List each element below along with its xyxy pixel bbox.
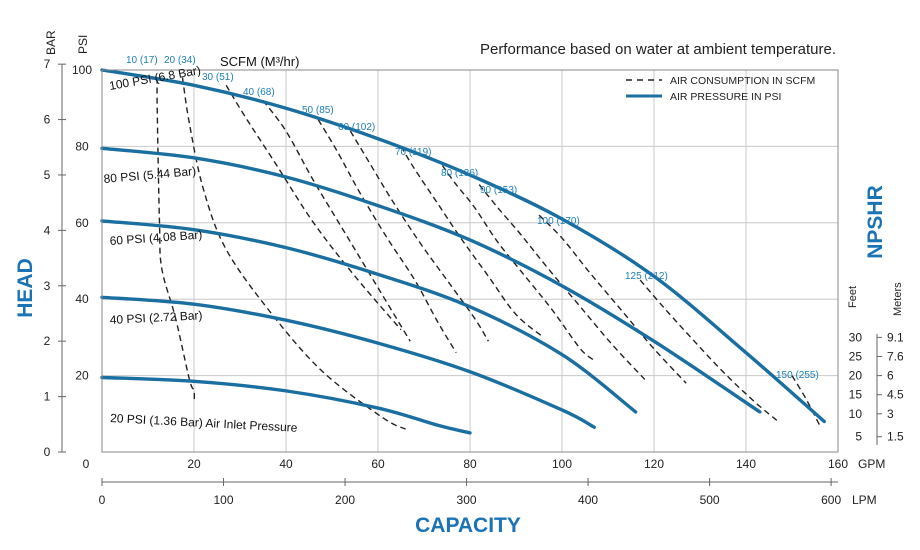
x-tick-gpm: 80 <box>463 457 477 471</box>
x-tick-lpm: 100 <box>214 493 234 507</box>
x-tick-gpm: 40 <box>279 457 293 471</box>
pressure-lines <box>100 68 826 435</box>
capacity-label: CAPACITY <box>415 514 521 537</box>
x-tick-gpm: 100 <box>552 457 572 471</box>
pressure-curve-label: 20 PSI (1.36 Bar) Air Inlet Pressure <box>110 411 298 435</box>
npshr-scale: 30 9.1 25 7.6 20 6 15 4.5 10 3 5 1.5 <box>849 330 904 443</box>
scfm-curve <box>441 165 595 361</box>
scfm-value-label: 20 (34) <box>164 55 196 66</box>
y-tick-psi: 60 <box>75 216 89 230</box>
scfm-value-label: 150 (255) <box>776 370 819 381</box>
pressure-curve-label: 60 PSI (4.08 Bar) <box>109 228 202 248</box>
npshr-feet-value: 30 <box>849 330 863 344</box>
y-units-psi: PSI <box>76 35 90 54</box>
grid <box>102 70 838 452</box>
npshr-meters-value: 6 <box>887 369 894 383</box>
y-tick-bar: 2 <box>44 334 51 348</box>
pressure-curve <box>100 375 472 435</box>
scfm-header: SCFM (M³/hr) <box>220 54 299 69</box>
head-label: HEAD <box>14 258 37 318</box>
scfm-value-label: 90 (153) <box>480 185 517 196</box>
scfm-curve <box>225 84 402 331</box>
scfm-value-label: 10 (17) <box>126 55 158 66</box>
x-tick-lpm: 600 <box>821 493 841 507</box>
scfm-value-label: 80 (136) <box>441 168 478 179</box>
y-tick-bar: 6 <box>44 113 51 127</box>
npshr-feet-value: 5 <box>855 430 862 444</box>
x-tick-gpm: 60 <box>371 457 385 471</box>
legend-air-consumption: AIR CONSUMPTION IN SCFM <box>670 75 815 87</box>
npshr-label: NPSHR <box>864 185 887 259</box>
scfm-curve <box>349 130 489 342</box>
scfm-value-label: 70 (119) <box>395 147 432 158</box>
legend-air-pressure: AIR PRESSURE IN PSI <box>670 91 781 103</box>
x-tick-gpm: 140 <box>736 457 756 471</box>
npshr-feet-value: 25 <box>849 350 863 364</box>
x-tick-gpm: 120 <box>644 457 664 471</box>
npshr-meters-value: 7.6 <box>887 350 904 364</box>
y-tick-bar: 4 <box>44 223 51 237</box>
x-tick-gpm: 160 <box>828 457 848 471</box>
scfm-curve <box>400 146 545 338</box>
y-tick-bar: 3 <box>44 279 51 293</box>
npshr-meters-label: Meters <box>892 282 904 316</box>
npshr-feet-label: Feet <box>847 286 859 308</box>
scfm-curve <box>538 214 687 384</box>
x-tick-lpm: 0 <box>99 493 106 507</box>
scfm-curve <box>317 119 457 354</box>
scfm-value-label: 40 (68) <box>243 87 275 98</box>
y-tick-bar: 7 <box>44 57 51 71</box>
npshr-meters-value: 3 <box>887 407 894 421</box>
pressure-curve-label: 100 PSI (6.8 Bar) <box>108 63 202 93</box>
pressure-curve <box>100 146 762 414</box>
scfm-value-label: 30 (51) <box>202 72 234 83</box>
npshr-meters-value: 1.5 <box>887 430 904 444</box>
scfm-value-label: 100 (170) <box>537 216 580 227</box>
scfm-curve <box>791 375 821 426</box>
y-units-bar: BAR <box>44 30 58 55</box>
pressure-curve <box>100 68 826 424</box>
scfm-value-label: 50 (85) <box>302 105 334 116</box>
x-tick-lpm: 200 <box>335 493 355 507</box>
x-tick-gpm: 20 <box>187 457 201 471</box>
scfm-lines <box>156 77 821 430</box>
npshr-feet-value: 20 <box>849 369 863 383</box>
chart-title: Performance based on water at ambient te… <box>480 41 836 58</box>
npshr-feet-value: 10 <box>849 407 863 421</box>
pressure-curve <box>100 295 596 429</box>
scfm-curve <box>262 100 411 342</box>
scfm-value-label: 60 (102) <box>338 122 375 133</box>
npshr-meters-value: 9.1 <box>887 330 904 344</box>
x-units-gpm: GPM <box>858 457 885 471</box>
plot-frame <box>101 69 839 453</box>
npshr-meters-value: 4.5 <box>887 388 904 402</box>
x-tick-lpm: 500 <box>700 493 720 507</box>
y-tick-bar: 5 <box>44 168 51 182</box>
scfm-value-label: 125 (212) <box>625 271 668 282</box>
y-tick-psi: 40 <box>75 292 89 306</box>
x-tick-gpm: 0 <box>83 457 90 471</box>
x-units-lpm: LPM <box>852 493 877 507</box>
y-tick-psi: 80 <box>75 139 89 153</box>
y-tick-bar: 1 <box>44 390 51 404</box>
y-tick-psi: 20 <box>75 369 89 383</box>
scfm-curve <box>639 279 779 422</box>
y-tick-psi: 100 <box>72 63 92 77</box>
x-tick-lpm: 300 <box>457 493 477 507</box>
npshr-feet-value: 15 <box>849 388 863 402</box>
legend: AIR CONSUMPTION IN SCFM AIR PRESSURE IN … <box>626 75 815 103</box>
x-tick-lpm: 400 <box>578 493 598 507</box>
pressure-curve-label: 80 PSI (5.44 Bar) <box>103 164 197 186</box>
pressure-curve-label: 40 PSI (2.72 Bar) <box>109 308 202 327</box>
pressure-curve <box>100 219 638 414</box>
y-tick-bar: 0 <box>44 445 51 459</box>
